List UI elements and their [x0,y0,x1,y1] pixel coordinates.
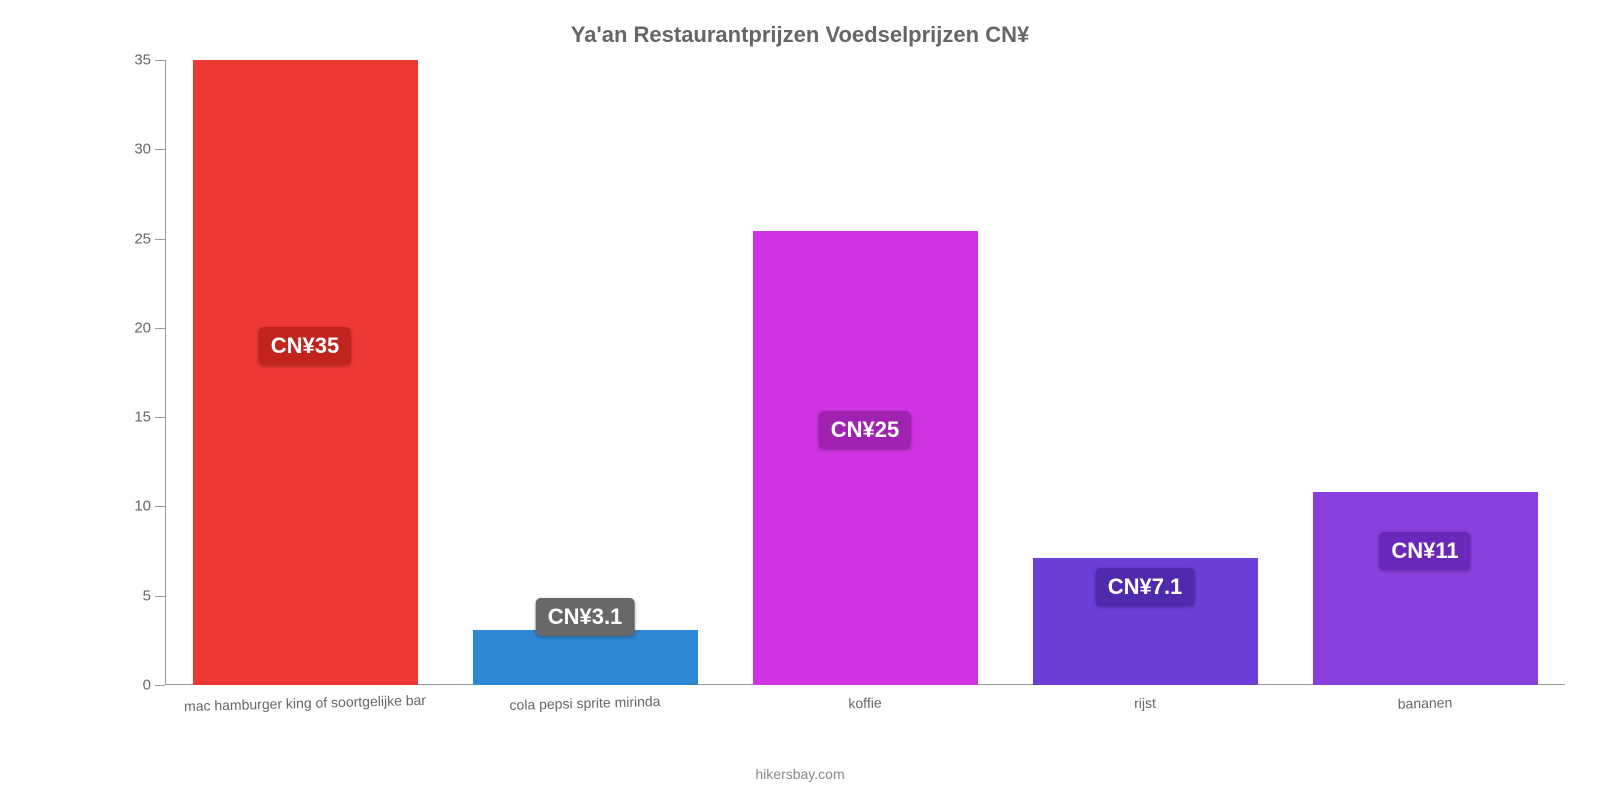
chart-title: Ya'an Restaurantprijzen Voedselprijzen C… [0,0,1600,58]
y-axis [165,60,166,685]
x-category-label: cola pepsi sprite mirinda [509,693,660,713]
y-tick-label: 5 [143,587,151,604]
y-tick-label: 15 [134,409,151,426]
y-tick [155,596,165,597]
value-badge: CN¥3.1 [536,598,635,636]
bar [753,231,978,685]
y-tick [155,239,165,240]
x-category-label: rijst [1134,695,1156,712]
value-badge: CN¥11 [1379,532,1470,570]
value-badge: CN¥25 [819,411,911,449]
attribution-text: hikersbay.com [755,766,844,782]
value-badge: CN¥35 [259,327,351,365]
y-tick-label: 20 [134,319,151,336]
y-tick [155,149,165,150]
y-tick [155,685,165,686]
bar [473,630,698,685]
x-category-label: koffie [848,695,882,712]
bar [193,60,418,685]
y-tick-label: 25 [134,230,151,247]
x-category-label: bananen [1398,694,1453,711]
chart-plot-area: 05101520253035CN¥35mac hamburger king of… [165,60,1565,685]
y-tick-label: 30 [134,141,151,158]
y-tick-label: 35 [134,52,151,69]
y-tick-label: 0 [143,677,151,694]
y-tick [155,328,165,329]
y-tick-label: 10 [134,498,151,515]
y-tick [155,506,165,507]
value-badge: CN¥7.1 [1096,568,1195,606]
y-tick [155,417,165,418]
bar [1313,492,1538,685]
x-category-label: mac hamburger king of soortgelijke bar [184,692,426,714]
y-tick [155,60,165,61]
